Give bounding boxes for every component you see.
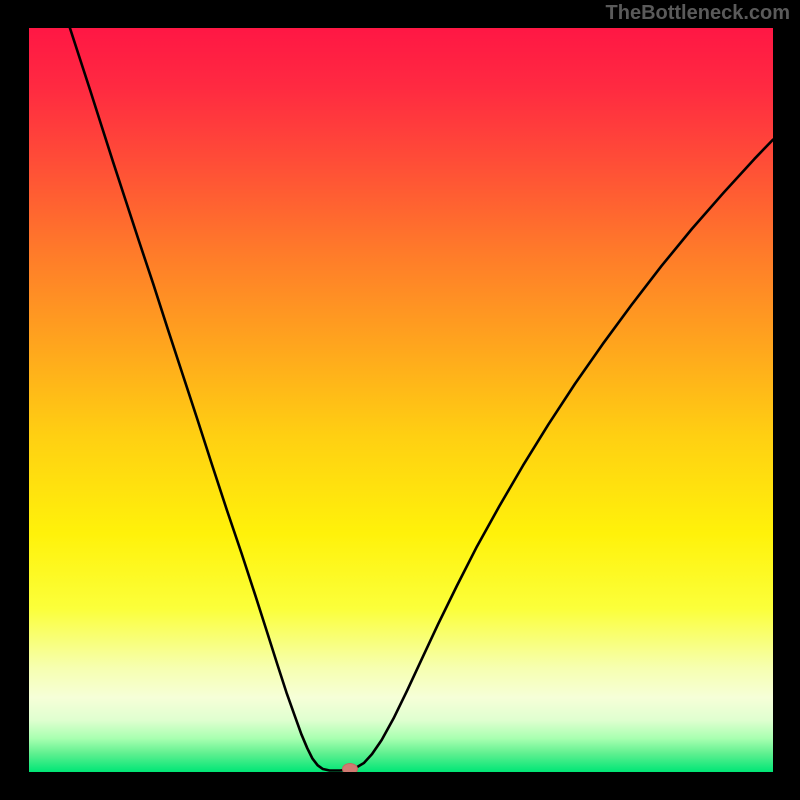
curve-svg: [29, 28, 773, 772]
plot-area: [29, 28, 773, 772]
bottleneck-curve: [70, 28, 773, 771]
bottleneck-marker: [342, 763, 358, 772]
watermark-text: TheBottleneck.com: [606, 2, 790, 25]
